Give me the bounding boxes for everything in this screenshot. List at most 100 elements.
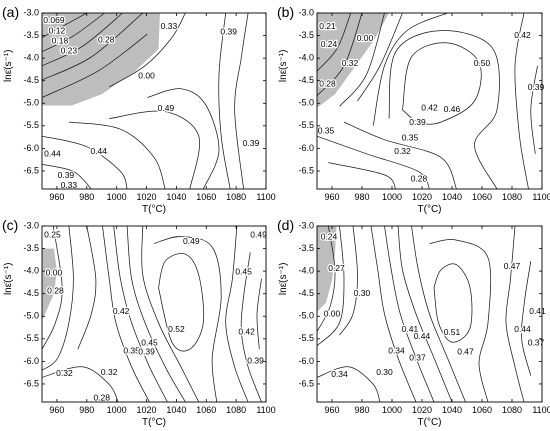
x-tick-label: 1060 bbox=[196, 405, 216, 415]
contour-label: 0.44 bbox=[44, 149, 61, 159]
y-tick-label: -3.5 bbox=[298, 30, 314, 40]
contour-line bbox=[109, 110, 201, 189]
contour-lines bbox=[42, 13, 249, 189]
contour-line bbox=[339, 13, 385, 107]
contour-label: 0.44 bbox=[90, 146, 107, 156]
contour-label: 0.42 bbox=[113, 306, 130, 316]
contour-label: 0.23 bbox=[61, 46, 78, 56]
contour-line bbox=[370, 226, 417, 402]
contour-line bbox=[147, 88, 220, 189]
y-tick-label: -3.0 bbox=[23, 220, 39, 230]
y-tick-label: -5.5 bbox=[23, 120, 39, 130]
x-tick-label: 1040 bbox=[442, 192, 462, 202]
y-tick-label: -5.0 bbox=[23, 98, 39, 108]
contour-label: 0.28 bbox=[47, 286, 64, 296]
contour-label: 0.39 bbox=[409, 117, 426, 127]
contour-line bbox=[433, 263, 473, 343]
contour-line bbox=[42, 226, 74, 371]
contour-label: 0.28 bbox=[93, 393, 110, 403]
contour-line bbox=[234, 13, 249, 189]
x-tick-label: 980 bbox=[354, 192, 369, 202]
x-tick-label: 1080 bbox=[226, 405, 246, 415]
x-tick-label: 1040 bbox=[442, 405, 462, 415]
contour-line bbox=[514, 13, 529, 189]
contour-line bbox=[218, 13, 231, 189]
contour-label: 0.35 bbox=[402, 132, 419, 142]
y-tick-label: -5.5 bbox=[298, 120, 314, 130]
x-tick-label: 1100 bbox=[532, 192, 550, 202]
x-tick-label: 1020 bbox=[412, 192, 432, 202]
contour-line bbox=[42, 13, 105, 53]
contour-line bbox=[42, 366, 119, 402]
contour-line bbox=[42, 135, 128, 189]
x-tick-label: 1080 bbox=[502, 405, 522, 415]
y-tick-label: -3.5 bbox=[298, 243, 314, 253]
panel-label: (a) bbox=[2, 4, 19, 20]
contour-line bbox=[42, 164, 92, 189]
y-tick-label: -3.5 bbox=[23, 243, 39, 253]
contour-line bbox=[372, 13, 448, 126]
contour-line bbox=[153, 236, 222, 402]
x-tick-label: 1000 bbox=[382, 192, 402, 202]
contour-label: 0.39 bbox=[243, 138, 260, 148]
contour-line bbox=[256, 278, 262, 350]
contour-line bbox=[68, 121, 166, 189]
contour-label: 0.35 bbox=[123, 346, 140, 356]
y-tick-label: -5.5 bbox=[298, 333, 314, 343]
contour-label: 0.28 bbox=[98, 34, 115, 44]
contour-label: 0.32 bbox=[394, 146, 411, 156]
plot-frame bbox=[41, 12, 267, 190]
contour-line bbox=[42, 13, 87, 38]
contour-lines bbox=[317, 226, 532, 402]
contour-label: 0.39 bbox=[220, 27, 237, 37]
y-tick-label: -4.5 bbox=[23, 75, 39, 85]
plot-frame bbox=[316, 225, 543, 403]
contour-label: 0.00 bbox=[138, 70, 155, 80]
contour-line bbox=[42, 13, 123, 67]
contour-label: 0.50 bbox=[474, 58, 491, 68]
x-tick-label: 960 bbox=[324, 192, 339, 202]
contour-label: 0.24 bbox=[321, 232, 338, 242]
x-tick-label: 980 bbox=[79, 405, 94, 415]
x-tick-label: 960 bbox=[324, 405, 339, 415]
contour-label: 0.33 bbox=[61, 180, 78, 190]
contour-label: 0.34 bbox=[331, 369, 348, 379]
instability-region bbox=[42, 13, 160, 106]
x-tick-label: 980 bbox=[354, 405, 369, 415]
contour-label: 0.44 bbox=[414, 331, 431, 341]
contour-label: 0.00 bbox=[324, 308, 341, 318]
contour-label: 0.39 bbox=[138, 347, 155, 357]
y-tick-label: -3.5 bbox=[23, 30, 39, 40]
panel-b: 0.21 0.24 0.00 0.32 0.28 0.42 0.50 0.39 0.42 0.46… bbox=[277, 4, 550, 215]
contour-label: 0.27 bbox=[328, 263, 345, 273]
y-tick-label: -4.5 bbox=[23, 288, 39, 298]
y-tick-label: -3.0 bbox=[23, 7, 39, 17]
contour-label: 0.32 bbox=[101, 367, 118, 377]
contour-line bbox=[240, 252, 262, 402]
x-tick-label: 1100 bbox=[532, 405, 550, 415]
x-axis-label: T(°C) bbox=[142, 417, 166, 428]
x-tick-label: 1060 bbox=[472, 405, 492, 415]
y-tick-label: -4.0 bbox=[23, 53, 39, 63]
contour-label: 0.069 bbox=[43, 15, 65, 25]
contour-line bbox=[317, 13, 352, 72]
contour-line bbox=[42, 33, 148, 98]
contour-line bbox=[411, 226, 466, 402]
x-tick-label: 960 bbox=[49, 405, 64, 415]
instability-region bbox=[317, 226, 337, 312]
contour-label: 0.41 bbox=[402, 324, 419, 334]
contour-line bbox=[397, 226, 453, 402]
y-tick-label: -6.0 bbox=[298, 143, 314, 153]
contour-line bbox=[521, 261, 532, 376]
contour-label: 0.51 bbox=[444, 327, 461, 337]
x-tick-label: 1000 bbox=[107, 405, 127, 415]
contour-line bbox=[343, 121, 457, 189]
contour-label: 0.47 bbox=[457, 347, 474, 357]
x-tick-label: 1000 bbox=[382, 405, 402, 415]
contour-line bbox=[158, 253, 205, 352]
x-tick-label: 1020 bbox=[137, 192, 157, 202]
contour-label: 0.39 bbox=[58, 170, 75, 180]
x-tick-label: 960 bbox=[49, 192, 64, 202]
contour-line bbox=[317, 13, 363, 96]
